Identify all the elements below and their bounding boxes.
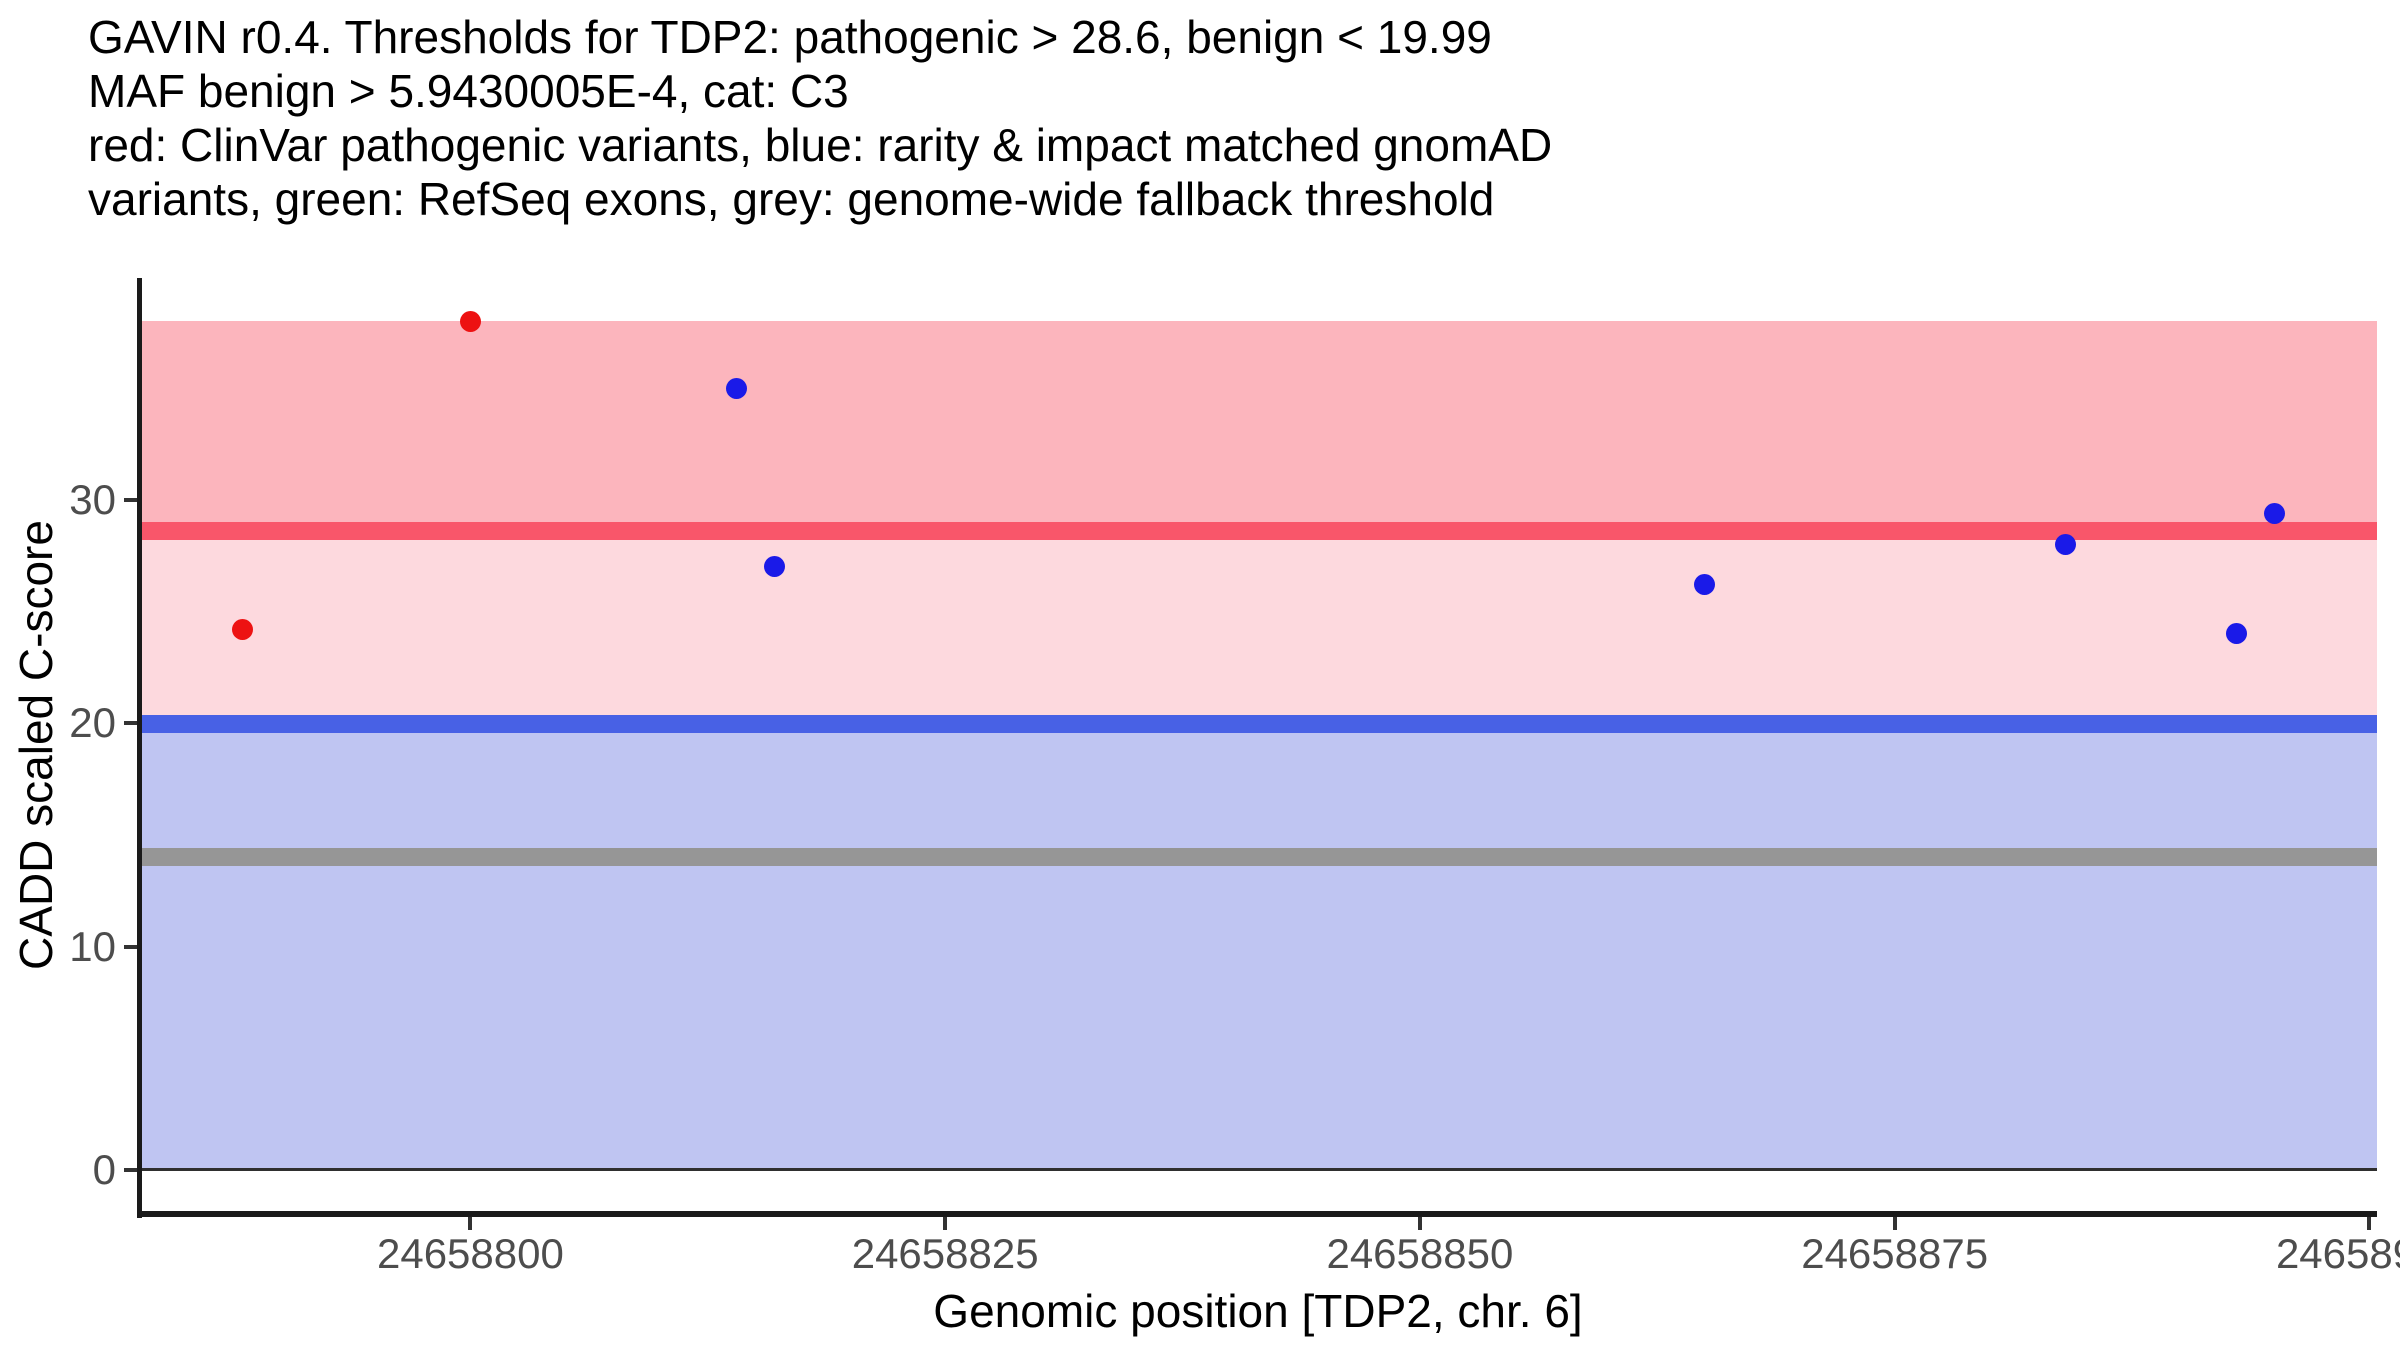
clinvar-pathogenic-point xyxy=(459,310,481,332)
gnomad-matched-point xyxy=(2263,502,2285,524)
x-tick-mark xyxy=(1892,1217,1897,1230)
gnomad-matched-point xyxy=(725,377,747,399)
genome-wide-fallback-threshold-line xyxy=(140,848,2377,867)
clinvar-pathogenic-point xyxy=(232,618,254,640)
benign-threshold-line xyxy=(140,714,2377,733)
pathogenic-zone-band xyxy=(140,321,2377,532)
plot-title-line-1: GAVIN r0.4. Thresholds for TDP2: pathoge… xyxy=(88,11,1492,63)
plot-title: GAVIN r0.4. Thresholds for TDP2: pathoge… xyxy=(88,10,1552,226)
y-tick-label: 30 xyxy=(69,475,116,523)
y-tick-label: 20 xyxy=(69,699,116,747)
zero-baseline xyxy=(140,1168,2377,1172)
intermediate-zone-band xyxy=(140,531,2377,724)
y-tick-mark xyxy=(124,944,137,949)
x-tick-mark xyxy=(943,1217,948,1230)
y-axis-line xyxy=(137,278,142,1218)
y-tick-label: 10 xyxy=(69,922,116,970)
gnomad-matched-point xyxy=(1694,574,1716,596)
x-axis-title: Genomic position [TDP2, chr. 6] xyxy=(933,1285,1583,1337)
plot-title-line-3: red: ClinVar pathogenic variants, blue: … xyxy=(88,119,1553,171)
y-tick-mark xyxy=(124,497,137,502)
x-axis-line xyxy=(137,1211,2377,1217)
x-tick-label: 24658800 xyxy=(376,1230,564,1277)
y-tick-mark xyxy=(124,721,137,726)
x-tick-mark xyxy=(2367,1217,2372,1230)
x-tick-label: 24658850 xyxy=(1326,1230,1514,1277)
x-tick-label: 24658875 xyxy=(1801,1230,1989,1277)
x-tick-label: 24658825 xyxy=(851,1230,1039,1277)
gnomad-matched-point xyxy=(2055,534,2077,556)
x-tick-mark xyxy=(1417,1217,1422,1230)
gnomad-matched-point xyxy=(763,556,785,578)
y-tick-label: 0 xyxy=(92,1145,116,1193)
plot-title-line-2: MAF benign > 5.9430005E-4, cat: C3 xyxy=(88,65,849,117)
x-tick-label: 24658900 xyxy=(2275,1230,2400,1277)
gnomad-matched-point xyxy=(2225,623,2247,645)
benign-zone-band xyxy=(140,723,2377,1170)
pathogenic-threshold-line xyxy=(140,522,2377,541)
x-tick-mark xyxy=(468,1217,473,1230)
y-tick-mark xyxy=(124,1167,137,1172)
plot-title-line-4: variants, green: RefSeq exons, grey: gen… xyxy=(88,173,1495,225)
